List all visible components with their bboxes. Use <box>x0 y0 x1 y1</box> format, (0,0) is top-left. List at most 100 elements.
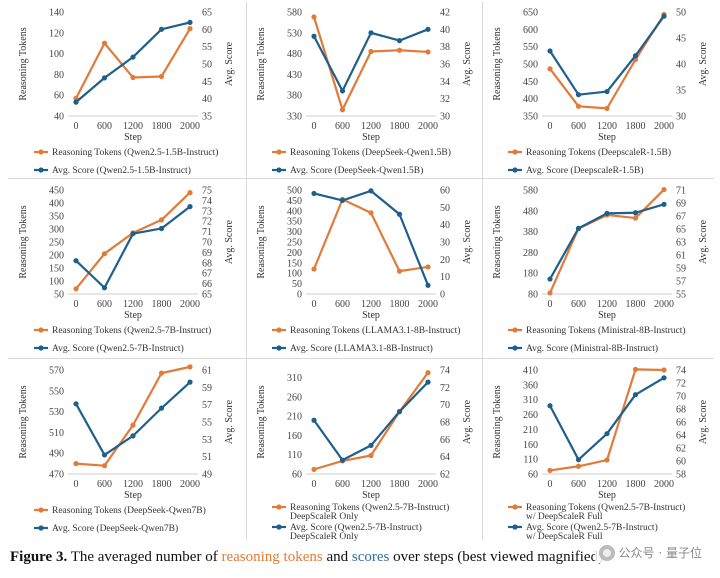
x-tick-label: 2000 <box>654 479 674 490</box>
y-left-axis-label: Reasoning Tokens <box>18 205 29 278</box>
y-left-tick-label: 100 <box>49 49 64 60</box>
y-left-tick-label: 600 <box>523 25 538 36</box>
tokens-data-point <box>547 66 553 72</box>
x-tick-label: 1800 <box>152 479 172 490</box>
x-axis-label: Step <box>598 132 616 143</box>
score-data-point <box>632 210 639 216</box>
tokens-data-point <box>661 367 667 373</box>
y-right-tick-label: 66 <box>440 435 450 446</box>
legend-tokens-swatch-marker <box>512 504 518 510</box>
x-tick-label: 0 <box>312 121 317 132</box>
score-data-point <box>130 54 136 60</box>
figure-caption: Figure 3. The averaged number of reasoni… <box>10 549 710 566</box>
x-axis-label: Step <box>124 132 142 143</box>
y-left-tick-label: 200 <box>287 248 302 259</box>
legend-score-swatch-marker <box>276 524 282 530</box>
y-right-tick-label: 72 <box>440 383 450 394</box>
y-left-tick-label: 650 <box>523 8 538 19</box>
caption-text: over steps (best viewed magnified). <box>389 549 607 565</box>
score-data-point <box>101 75 108 81</box>
y-left-tick-label: 480 <box>523 206 538 217</box>
tokens-data-point <box>158 370 165 376</box>
tokens-data-point <box>187 364 193 370</box>
tokens-data-point <box>396 268 403 274</box>
legend-score-label: Avg. Score (Qwen2.5-7B-Instruct) <box>290 522 422 533</box>
y-right-tick-label: 71 <box>202 227 212 238</box>
y-right-tick-label: 0 <box>440 290 445 301</box>
y-right-axis-label: Avg. Score <box>224 41 235 86</box>
y-right-tick-label: 38 <box>440 42 450 53</box>
y-right-axis-label: Avg. Score <box>698 219 709 264</box>
y-left-tick-label: 410 <box>523 366 538 377</box>
chart-panel: 60 110 160 210 260 310 62 64 66 68 70 72 74 0 600 1200 1… <box>248 362 474 543</box>
y-right-tick-label: 49 <box>202 470 212 481</box>
tokens-data-point <box>425 49 431 55</box>
tokens-data-point <box>547 467 553 474</box>
y-left-tick-label: 300 <box>49 225 64 236</box>
y-left-tick-label: 550 <box>523 42 538 53</box>
legend-tokens-label: w/ DeepScaleR Full <box>526 512 603 522</box>
x-tick-label: 0 <box>548 121 553 132</box>
x-tick-label: 1200 <box>597 121 617 132</box>
score-data-point <box>425 379 431 385</box>
tokens-series-line <box>312 198 429 273</box>
tokens-data-point <box>604 105 610 111</box>
y-left-tick-label: 100 <box>49 277 64 288</box>
x-tick-label: 600 <box>571 299 586 310</box>
score-data-point <box>130 433 136 439</box>
y-left-axis-label: Reasoning Tokens <box>256 205 267 278</box>
y-right-tick-label: 50 <box>202 60 212 71</box>
x-tick-label: 600 <box>335 121 350 132</box>
score-data-point <box>101 452 108 458</box>
y-left-tick-label: 570 <box>49 366 64 377</box>
y-right-tick-label: 68 <box>676 405 686 416</box>
tokens-data-point <box>339 107 346 113</box>
y-right-tick-label: 70 <box>202 238 212 249</box>
y-right-tick-label: 65 <box>202 8 212 19</box>
x-tick-label: 2000 <box>180 121 200 132</box>
y-right-tick-label: 69 <box>202 248 212 259</box>
score-data-point <box>368 30 374 36</box>
x-tick-label: 1200 <box>361 299 381 310</box>
y-left-tick-label: 160 <box>523 440 538 451</box>
legend-tokens-label: Reasoning Tokens (DeepSeek-Qwen7B) <box>52 505 206 516</box>
legend-score-swatch-marker <box>512 345 518 351</box>
chart-panel: 60 110 160 210 260 310 360 410 58 60 62 64 66 68 70 72 7… <box>484 362 710 543</box>
tokens-series-line <box>548 188 665 294</box>
y-left-tick-label: 450 <box>287 196 302 207</box>
chart-svg: 80 180 280 380 480 580 55 57 59 61 63 65 67 69 71 0 600 1… <box>492 186 709 355</box>
chart-svg: 60 110 160 210 260 310 360 410 58 60 62 64 66 68 70 72 7… <box>492 366 709 543</box>
y-right-tick-label: 72 <box>676 379 686 390</box>
row-divider <box>8 358 714 359</box>
y-right-tick-label: 50 <box>440 203 450 214</box>
y-left-tick-label: 60 <box>54 91 64 102</box>
legend-tokens-label: Reasoning Tokens (Qwen2.5-1.5B-Instruct) <box>52 147 218 158</box>
y-right-tick-label: 58 <box>676 470 686 481</box>
y-right-tick-label: 55 <box>202 42 212 53</box>
legend-tokens-swatch-marker <box>276 504 282 510</box>
y-left-tick-label: 0 <box>297 290 302 301</box>
chart-svg: 330 380 430 480 530 580 30 32 34 36 38 40 42 0 600 1200… <box>256 8 473 177</box>
y-right-tick-label: 75 <box>202 186 212 197</box>
y-left-tick-label: 250 <box>49 238 64 249</box>
y-left-tick-label: 110 <box>287 450 302 461</box>
y-right-tick-label: 68 <box>202 258 212 269</box>
x-tick-label: 600 <box>335 479 350 490</box>
tokens-data-point <box>311 466 317 472</box>
chart-svg: 470 490 510 530 550 570 49 51 53 55 57 59 61 0 600 1200… <box>18 364 235 534</box>
y-left-tick-label: 210 <box>287 412 302 423</box>
tokens-data-point <box>311 14 317 20</box>
score-series-line <box>549 376 665 461</box>
tokens-data-point <box>158 217 165 223</box>
y-left-tick-label: 50 <box>54 290 64 301</box>
y-right-tick-label: 42 <box>440 8 450 19</box>
score-data-point <box>73 99 79 105</box>
chart-panel: 470 490 510 530 550 570 49 51 53 55 57 59 61 0 600 1200… <box>10 362 236 536</box>
y-left-tick-label: 550 <box>49 386 64 397</box>
y-right-tick-label: 57 <box>202 400 212 411</box>
tokens-data-point <box>130 422 136 428</box>
y-left-tick-label: 580 <box>287 8 302 19</box>
y-left-axis-label: Reasoning Tokens <box>18 27 29 100</box>
chart-svg: 60 110 160 210 260 310 62 64 66 68 70 72 74 0 600 1200 1… <box>256 366 473 543</box>
